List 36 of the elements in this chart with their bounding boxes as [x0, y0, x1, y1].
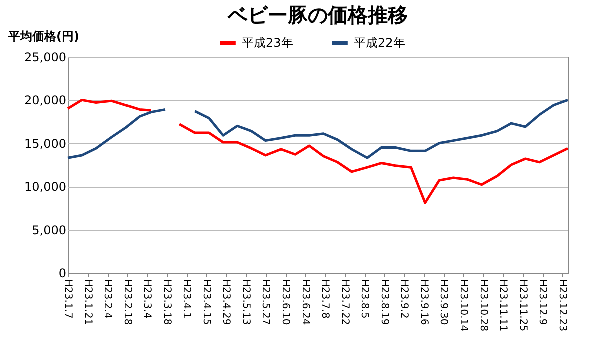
legend-label: 平成22年 — [354, 36, 406, 50]
x-tick-label: H23.6.24 — [300, 280, 311, 326]
x-tick-label: H23.5.13 — [240, 280, 252, 326]
y-tick-label: 25,000 — [24, 50, 66, 64]
x-tick-label: H23.1.7 — [62, 280, 74, 319]
y-tick-label: 0 — [58, 266, 66, 280]
x-tick-label: H23.7.8 — [320, 280, 331, 319]
legend-label: 平成23年 — [242, 36, 294, 50]
x-tick-label: H23.8.5 — [359, 280, 370, 319]
x-tick-label: H23.8.19 — [378, 280, 390, 326]
x-tick-label: H23.10.28 — [478, 280, 489, 332]
y-tick-label: 15,000 — [24, 136, 66, 151]
x-tick-label: H23.9.16 — [418, 280, 430, 326]
x-tick-label: H23.12.23 — [556, 280, 568, 332]
chart-title: ベビー豚の価格推移 — [227, 3, 408, 27]
x-tick-label: H23.4.15 — [200, 280, 212, 326]
x-tick-label: H23.12.9 — [537, 280, 548, 326]
y-tick-label: 10,000 — [24, 180, 66, 194]
x-tick-label: H23.2.18 — [122, 280, 133, 326]
x-tick-label: H23.11.25 — [517, 280, 528, 332]
y-axis-title: 平均価格(円) — [8, 30, 80, 44]
x-tick-label: H23.2.4 — [102, 280, 114, 319]
x-tick-label: H23.9.2 — [398, 280, 410, 319]
x-tick-label: H23.6.10 — [280, 280, 292, 326]
x-tick-label: H23.4.1 — [181, 280, 192, 319]
x-tick-label: H23.4.29 — [220, 280, 232, 326]
y-tick-label: 5,000 — [32, 223, 66, 238]
y-tick-label: 20,000 — [24, 94, 66, 108]
x-tick-label: H23.1.21 — [82, 280, 94, 326]
x-tick-label: H23.9.30 — [438, 280, 450, 326]
x-tick-label: H23.5.27 — [260, 280, 272, 326]
x-tick-label: H23.11.11 — [498, 280, 509, 332]
x-tick-label: H23.10.14 — [458, 280, 469, 332]
x-tick-label: H23.7.22 — [339, 280, 350, 326]
x-tick-label: H23.3.18 — [161, 280, 172, 326]
x-tick-label: H23.3.4 — [142, 280, 153, 319]
